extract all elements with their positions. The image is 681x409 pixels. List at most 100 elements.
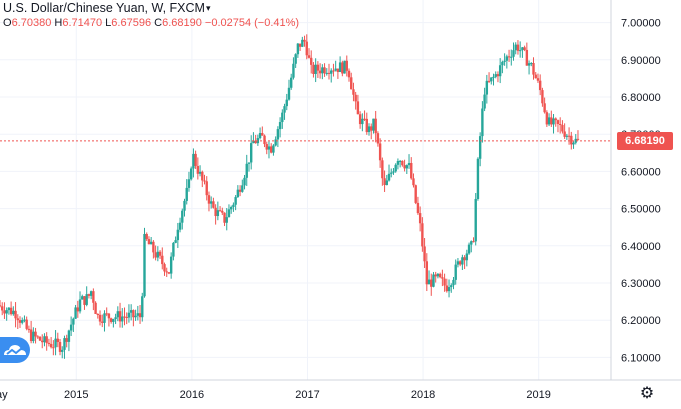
candle-body — [534, 74, 537, 79]
candle-body — [487, 80, 491, 82]
candle-body — [192, 153, 195, 169]
candle-body — [165, 271, 168, 273]
candle-body — [61, 349, 64, 352]
candle-body — [478, 136, 482, 159]
candle-body — [65, 338, 68, 342]
candle-body — [398, 160, 402, 162]
candle-body — [34, 331, 37, 337]
candle-body — [38, 336, 42, 341]
candle-body — [16, 318, 19, 321]
candle-body — [334, 68, 337, 71]
candle-body — [81, 296, 84, 300]
candle-body — [472, 241, 475, 243]
high-value: 6.71470 — [62, 17, 103, 29]
candle-body — [229, 207, 233, 210]
candle-body — [470, 241, 473, 245]
candle-body — [152, 241, 155, 253]
candle-body — [278, 122, 282, 130]
candle-body — [514, 44, 517, 51]
last-price-badge: 6.68190 — [617, 131, 673, 150]
candle-body — [176, 229, 180, 241]
chart-legend: U.S. Dollar/Chinese Yuan, W, FXCM▾ O6.70… — [3, 0, 299, 29]
candle-body — [454, 264, 457, 280]
candle-body — [207, 195, 211, 204]
candle-body — [274, 139, 277, 146]
candle-body — [112, 319, 115, 322]
candle-body — [41, 340, 44, 343]
candle-body — [143, 233, 146, 297]
y-tick-label: 6.30000 — [621, 278, 661, 290]
candle-body — [550, 117, 553, 125]
candle-body — [518, 50, 522, 52]
candle-body — [314, 64, 317, 74]
candle-body — [107, 313, 111, 319]
candle-body — [283, 106, 286, 113]
candle-body — [376, 133, 380, 144]
symbol-title[interactable]: U.S. Dollar/Chinese Yuan, W, FXCM — [3, 1, 205, 15]
candle-body — [94, 302, 97, 314]
candle-body — [505, 56, 509, 61]
candle-body — [558, 123, 562, 126]
candle-body — [447, 287, 451, 292]
candle-body — [396, 161, 400, 165]
gear-icon[interactable]: ⚙ — [639, 385, 655, 402]
candle-body — [49, 343, 53, 348]
candle-body — [463, 257, 466, 261]
candle-body — [490, 77, 493, 82]
candle-body — [321, 67, 324, 74]
low-value: 6.67596 — [111, 17, 152, 29]
candle-body — [338, 62, 342, 73]
candle-body — [265, 144, 268, 150]
candle-body — [341, 62, 344, 74]
candle-body — [541, 90, 544, 104]
candle-body — [47, 342, 51, 344]
candle-body — [183, 200, 186, 211]
candle-body — [127, 312, 131, 318]
candle-body — [132, 310, 135, 318]
candle-body — [336, 68, 340, 73]
candle-body — [85, 294, 88, 305]
candle-body — [374, 118, 377, 134]
candle-body — [387, 173, 391, 181]
candle-body — [21, 320, 24, 323]
candle-body — [298, 43, 302, 47]
candle-body — [327, 72, 331, 74]
chevron-down-icon[interactable]: ▾ — [205, 3, 211, 13]
candle-body — [58, 342, 62, 352]
candle-body — [258, 133, 262, 139]
candle-body — [452, 279, 455, 286]
candle-body — [249, 143, 253, 163]
candle-body — [403, 165, 406, 169]
candle-body — [567, 135, 571, 137]
open-value: 6.70380 — [11, 17, 52, 29]
candle-body — [54, 338, 57, 348]
candle-body — [172, 242, 175, 257]
candle-body — [114, 317, 117, 320]
candle-body — [310, 57, 313, 65]
candle-body — [525, 49, 529, 66]
candle-body — [496, 74, 500, 77]
x-tick-label: 2019 — [526, 389, 550, 401]
tradingview-logo-icon[interactable] — [0, 337, 30, 363]
candle-body — [358, 114, 362, 125]
candle-body — [167, 272, 171, 274]
time-axis[interactable]: 2015 2016 2017 2018 2019 ay — [0, 389, 551, 401]
candle-body — [98, 314, 102, 322]
candle-body — [281, 112, 284, 123]
candle-body — [232, 204, 235, 208]
candle-body — [129, 310, 133, 313]
price-axis[interactable]: 6.10000 6.20000 6.30000 6.40000 6.50000 6.600… — [621, 18, 661, 365]
candle-body — [205, 181, 208, 196]
candle-body — [83, 296, 86, 305]
candle-body — [390, 172, 393, 174]
candle-body — [574, 138, 577, 143]
candle-body — [381, 160, 384, 179]
candle-body — [458, 261, 462, 265]
candle-body — [185, 187, 188, 201]
candle-body — [485, 80, 489, 95]
candle-body — [414, 185, 417, 203]
candle-body — [138, 313, 142, 318]
high-label: H — [54, 17, 63, 29]
candle-body — [196, 165, 200, 174]
